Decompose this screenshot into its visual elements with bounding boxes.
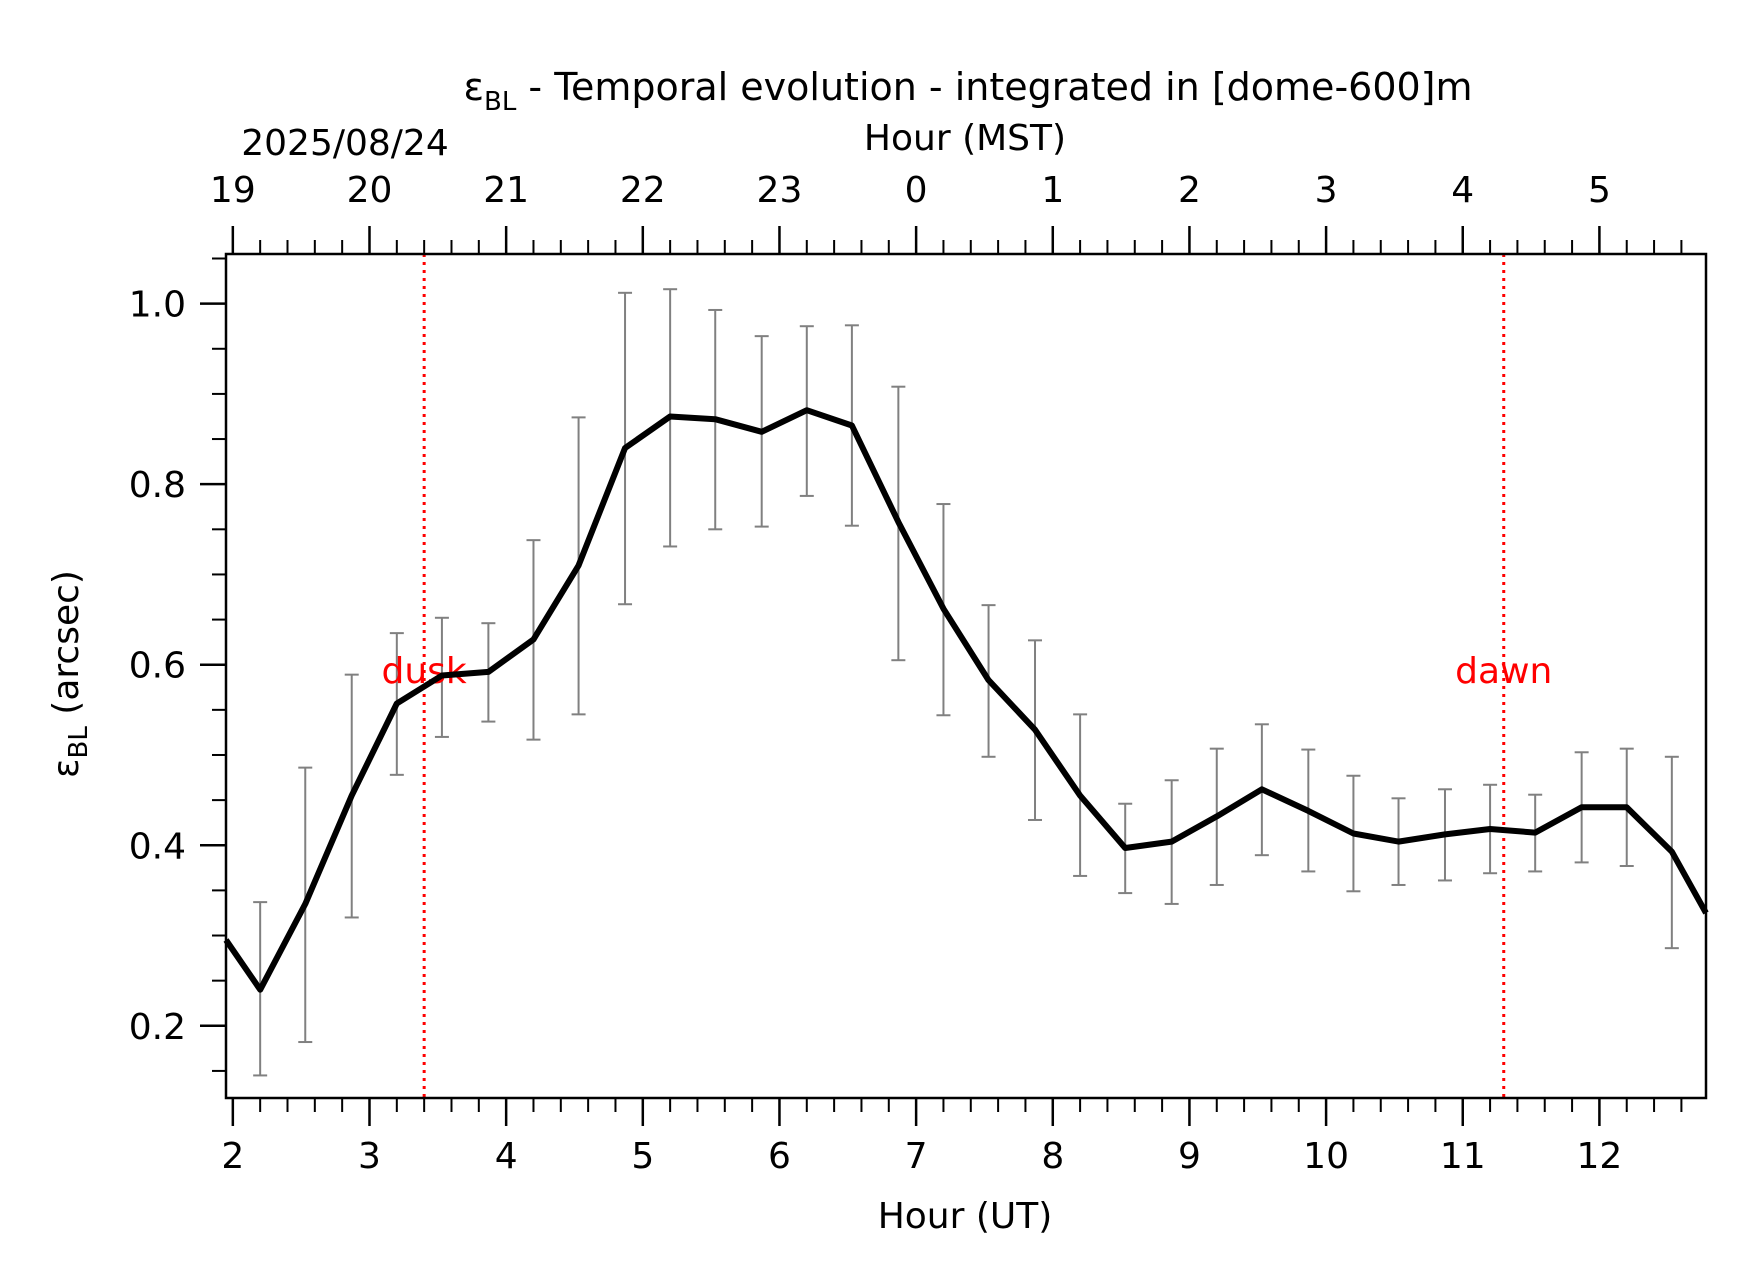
x-tick-label: 12 <box>1577 1136 1623 1177</box>
x-tick-label: 6 <box>768 1136 791 1177</box>
top-tick-label: 21 <box>483 170 529 211</box>
plot-frame <box>224 252 1708 1100</box>
x-tick-label: 5 <box>631 1136 654 1177</box>
x-axis-label: Hour (UT) <box>878 1196 1053 1237</box>
axes <box>200 226 1708 1126</box>
series-line-0 <box>223 407 1709 993</box>
date-label: 2025/08/24 <box>241 123 449 164</box>
top-tick-label: 1 <box>1041 170 1064 211</box>
x-tick-label: 3 <box>358 1136 381 1177</box>
x-tick-label: 10 <box>1303 1136 1349 1177</box>
top-tick-label: 23 <box>757 170 803 211</box>
x-tick-label: 8 <box>1041 1136 1064 1177</box>
top-tick-label: 3 <box>1315 170 1338 211</box>
y-tick-label: 0.4 <box>129 826 186 867</box>
x-tick-label: 4 <box>495 1136 518 1177</box>
x-tick-label: 7 <box>905 1136 928 1177</box>
top-axis-label: Hour (MST) <box>864 118 1066 159</box>
top-tick-label: 5 <box>1588 170 1611 211</box>
top-tick-label: 20 <box>347 170 393 211</box>
x-tick-label: 11 <box>1440 1136 1486 1177</box>
y-tick-label: 0.2 <box>129 1007 186 1048</box>
top-tick-label: 22 <box>620 170 666 211</box>
event-lines: dusk dawn <box>382 254 1552 1098</box>
top-tick-label: 4 <box>1451 170 1474 211</box>
chart-title: εBL - Temporal evolution - integrated in… <box>463 65 1472 117</box>
x-tick-label: 2 <box>221 1136 244 1177</box>
y-axis-label: εBL (arcsec) <box>46 570 94 778</box>
event-label-dawn: dawn <box>1455 651 1552 692</box>
top-tick-label: 19 <box>210 170 256 211</box>
y-tick-label: 1.0 <box>129 285 186 326</box>
top-tick-label: 2 <box>1178 170 1201 211</box>
top-tick-label: 0 <box>905 170 928 211</box>
x-tick-label: 9 <box>1178 1136 1201 1177</box>
series-lines <box>223 407 1709 993</box>
y-tick-label: 0.8 <box>129 465 186 506</box>
y-tick-label: 0.6 <box>129 646 186 687</box>
